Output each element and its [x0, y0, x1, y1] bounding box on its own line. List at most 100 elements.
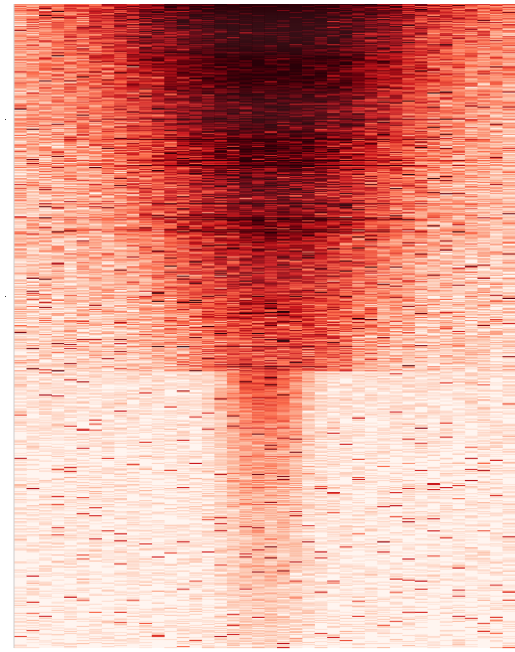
heatmap-cell [464, 5, 478, 7]
heatmap-cell [51, 114, 65, 116]
heatmap-cell [452, 106, 466, 108]
heatmap-cell [327, 7, 340, 9]
heatmap-cell [64, 121, 77, 123]
heatmap-cell [89, 22, 102, 24]
heatmap-cell [126, 87, 140, 89]
heatmap-cell [502, 87, 515, 89]
heatmap-cell [201, 102, 215, 104]
heatmap-cell [114, 81, 128, 83]
heatmap-cell [214, 69, 228, 71]
heatmap-cell [277, 93, 290, 95]
heatmap-cell [89, 101, 102, 103]
heatmap-cell [464, 13, 478, 15]
heatmap-cell [14, 94, 27, 96]
heatmap-cell [26, 83, 40, 85]
heatmap-cell [264, 7, 278, 9]
heatmap-cell [189, 38, 203, 40]
heatmap-cell [214, 104, 228, 106]
heatmap-cell [114, 102, 128, 104]
heatmap-cell [51, 68, 65, 70]
heatmap-cell [139, 7, 153, 9]
heatmap-cell [151, 59, 165, 61]
heatmap-cell [164, 64, 178, 66]
heatmap-cell [26, 88, 40, 90]
heatmap-cell [14, 27, 27, 29]
heatmap-cell [464, 20, 478, 22]
heatmap-cell [339, 60, 353, 62]
heatmap-cell [314, 29, 328, 31]
heatmap-cell [26, 121, 40, 123]
heatmap-cell [452, 58, 466, 60]
heatmap-cell [477, 92, 491, 94]
heatmap-cell [352, 41, 366, 43]
heatmap-cell [176, 110, 190, 112]
heatmap-cell [26, 6, 40, 8]
heatmap-cell [139, 21, 153, 23]
heatmap-cell [76, 88, 90, 90]
heatmap-cell [302, 119, 315, 121]
heatmap-cell [64, 13, 77, 15]
heatmap-cell [464, 103, 478, 105]
heatmap-cell [151, 18, 165, 20]
heatmap-cell [101, 83, 115, 85]
heatmap-cell [277, 70, 290, 72]
heatmap-cell [302, 104, 315, 106]
heatmap-cell [176, 57, 190, 59]
heatmap-cell [402, 72, 416, 74]
heatmap-cell [239, 28, 253, 30]
heatmap-cell [377, 84, 391, 86]
heatmap-cell [327, 12, 340, 14]
heatmap-cell [327, 53, 340, 55]
heatmap-cell [51, 12, 65, 14]
heatmap-cell [101, 19, 115, 21]
heatmap-cell [502, 118, 515, 120]
heatmap-cell [414, 36, 428, 38]
heatmap-cell [201, 121, 215, 123]
heatmap-cell [126, 94, 140, 96]
heatmap-cell [26, 105, 40, 107]
heatmap-cell [502, 28, 515, 30]
heatmap-cell [427, 103, 441, 105]
heatmap-cell [151, 6, 165, 8]
heatmap-cell [189, 58, 203, 60]
heatmap-cell [64, 30, 77, 32]
heatmap-cell [464, 124, 478, 126]
heatmap-cell [289, 61, 303, 63]
heatmap-cell [114, 34, 128, 36]
heatmap-cell [427, 51, 441, 53]
heatmap-cell [189, 41, 203, 43]
heatmap-cell [452, 60, 466, 62]
heatmap-cell [439, 121, 453, 123]
heatmap-cell [302, 100, 315, 102]
heatmap-cell [126, 77, 140, 79]
heatmap-cell [176, 34, 190, 36]
heatmap-cell [176, 94, 190, 96]
heatmap-cell [226, 46, 240, 48]
heatmap-cell [489, 102, 503, 104]
heatmap-cell [327, 62, 340, 64]
heatmap-cell [189, 45, 203, 47]
heatmap-cell [39, 77, 52, 79]
heatmap-cell [226, 92, 240, 94]
heatmap-cell [189, 107, 203, 109]
heatmap-cell [89, 97, 102, 99]
heatmap-cell [389, 80, 403, 82]
heatmap-cell [502, 126, 515, 128]
heatmap-cell [101, 28, 115, 30]
heatmap-cell [139, 27, 153, 29]
heatmap-cell [339, 54, 353, 56]
heatmap-cell [502, 5, 515, 7]
heatmap-cell [414, 58, 428, 60]
heatmap-cell [226, 101, 240, 103]
heatmap-cell [39, 19, 52, 21]
heatmap-cell [139, 60, 153, 62]
heatmap-cell [76, 76, 90, 78]
heatmap-cell [439, 77, 453, 79]
heatmap-cell [402, 126, 416, 128]
heatmap-cell [226, 18, 240, 20]
heatmap-cell [114, 23, 128, 25]
heatmap-cell [89, 79, 102, 81]
heatmap-cell [201, 61, 215, 63]
heatmap-cell [139, 88, 153, 90]
heatmap-cell [251, 75, 265, 77]
